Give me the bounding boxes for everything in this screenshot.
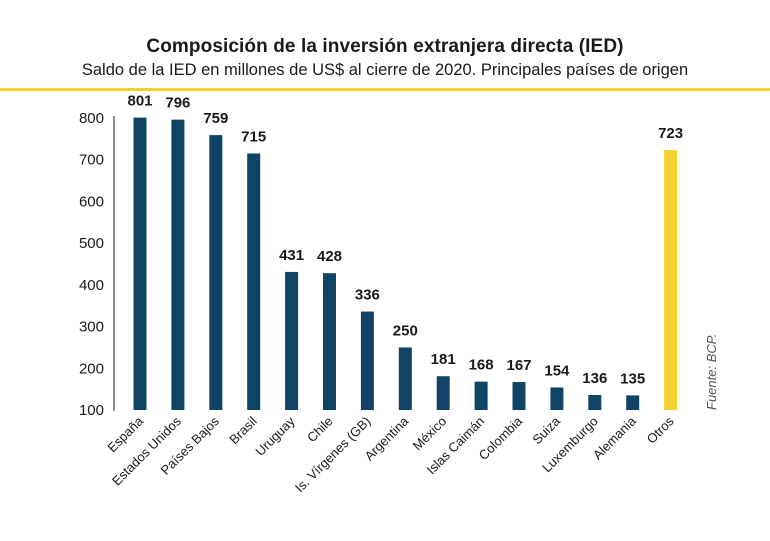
category-label: Otros (644, 413, 677, 446)
chart-title: Composición de la inversión extranjera d… (146, 36, 624, 57)
bar (360, 311, 374, 410)
y-tick-label: 300 (79, 319, 104, 336)
y-tick-label: 100 (79, 402, 104, 419)
bar (133, 117, 147, 410)
y-tick-label: 200 (79, 360, 104, 377)
value-label: 759 (203, 110, 228, 127)
bar (512, 382, 526, 410)
y-axis-ticks: 100 200 300 400 500 600 700 800 (79, 110, 104, 419)
category-label: Uruguay (252, 413, 298, 459)
value-label: 715 (241, 128, 266, 145)
value-label: 250 (393, 322, 418, 339)
value-label: 431 (279, 247, 304, 264)
bar (474, 381, 488, 410)
value-label: 428 (317, 248, 342, 265)
value-label: 136 (582, 370, 607, 387)
bar (247, 153, 261, 410)
bar (626, 395, 640, 410)
source-label: Fuente: BCP. (704, 334, 719, 410)
y-tick-label: 600 (79, 193, 104, 210)
value-label: 796 (165, 95, 190, 112)
bar (209, 135, 223, 411)
value-label: 336 (355, 287, 380, 304)
category-label: Alemania (590, 413, 639, 462)
bar (550, 387, 564, 410)
chart-subtitle: Saldo de la IED en millones de US$ al ci… (81, 61, 689, 79)
y-tick-label: 400 (79, 277, 104, 294)
category-label: Suiza (529, 413, 563, 447)
value-label: 135 (620, 370, 645, 387)
bar (588, 394, 602, 410)
value-label: 168 (469, 357, 494, 374)
value-label: 167 (506, 357, 531, 374)
value-label: 801 (127, 93, 152, 110)
y-tick-label: 700 (79, 152, 104, 169)
value-label: 723 (658, 125, 683, 142)
category-label: Brasil (226, 413, 260, 447)
value-label: 181 (431, 351, 456, 368)
bar (285, 271, 299, 410)
bar (398, 347, 412, 410)
category-label: Chile (304, 414, 336, 446)
y-tick-label: 500 (79, 235, 104, 252)
value-label: 154 (544, 362, 570, 379)
bar (323, 273, 336, 410)
bar (171, 119, 185, 410)
bar (436, 376, 450, 410)
value-labels: 801 796 759 715 431 428 336 250 181 168 167 154 136 1… (127, 93, 683, 388)
title-underline (0, 88, 770, 91)
bar (664, 150, 678, 410)
y-tick-label: 800 (79, 110, 104, 127)
bars (133, 117, 678, 411)
